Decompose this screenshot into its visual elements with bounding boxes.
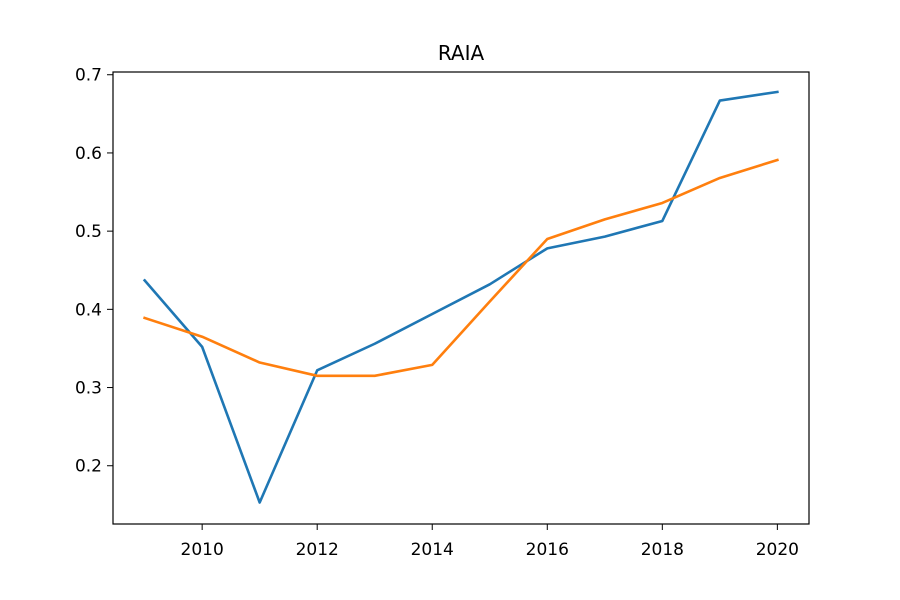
- y-axis: 0.2 0.3 0.4 0.5 0.6 0.7: [75, 66, 113, 477]
- x-tick-label: 2010: [181, 540, 224, 560]
- x-tick-label: 2012: [296, 540, 339, 560]
- x-axis: 2010 2012 2014 2016 2018 2020: [181, 524, 799, 560]
- series-line-1: [142, 90, 779, 504]
- y-tick-label: 0.3: [75, 379, 102, 399]
- plot-area-frame: [112, 71, 810, 525]
- x-tick-label: 2018: [641, 540, 684, 560]
- y-tick-label: 0.4: [75, 300, 102, 320]
- chart-title: RAIA: [438, 41, 485, 65]
- y-tick-label: 0.5: [75, 222, 102, 242]
- y-tick-label: 0.7: [75, 66, 102, 86]
- x-tick-label: 2016: [526, 540, 569, 560]
- x-tick-label: 2020: [756, 540, 799, 560]
- y-tick-label: 0.6: [75, 144, 102, 164]
- x-tick-label: 2014: [411, 540, 454, 560]
- plot-series: [142, 90, 779, 504]
- series-line-2: [143, 158, 779, 378]
- y-tick-label: 0.2: [75, 457, 102, 477]
